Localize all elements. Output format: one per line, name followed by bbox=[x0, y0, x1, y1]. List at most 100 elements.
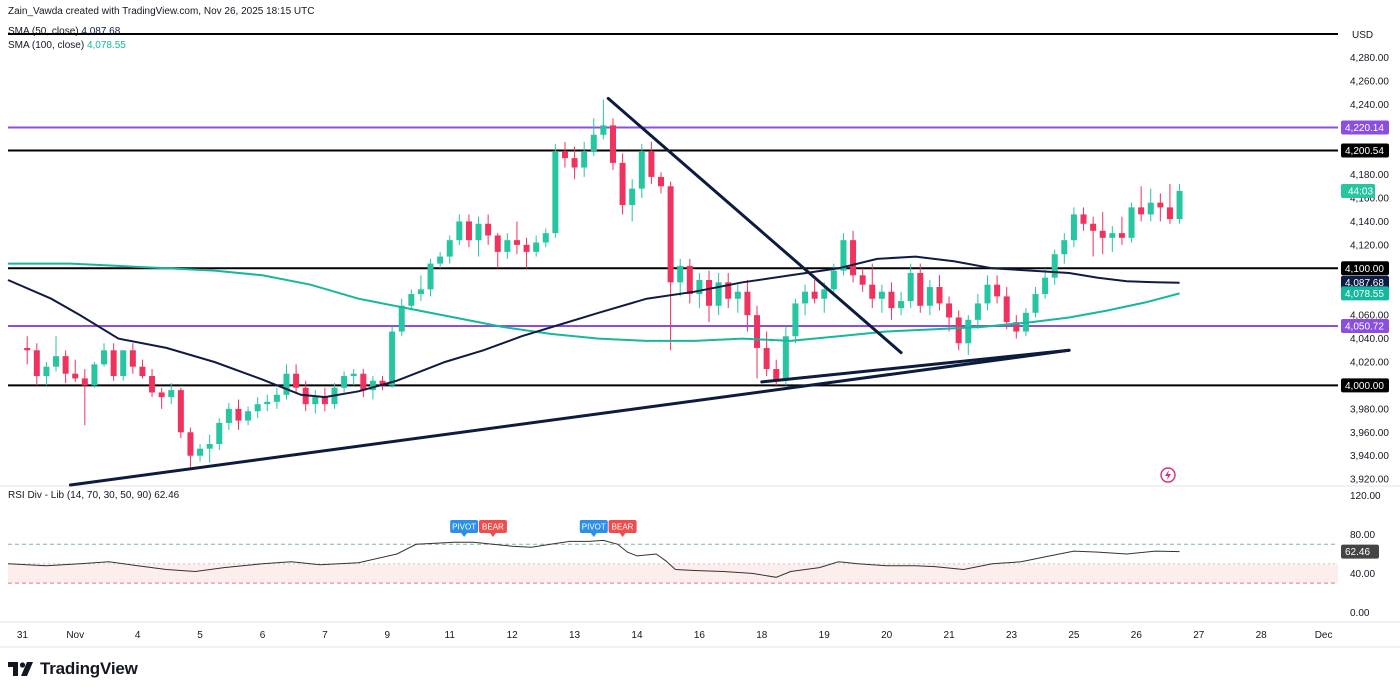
price-tag-label: 4,078.55 bbox=[1345, 289, 1384, 300]
candle bbox=[187, 427, 194, 468]
candle bbox=[235, 399, 242, 430]
candle-body bbox=[936, 287, 943, 304]
level-tag: 4,050.72 bbox=[1341, 319, 1389, 334]
candle-body bbox=[456, 221, 463, 241]
candle-body bbox=[33, 350, 40, 377]
candle-body bbox=[62, 356, 69, 374]
candle-body bbox=[907, 272, 914, 302]
candle bbox=[129, 343, 136, 374]
candle bbox=[513, 221, 520, 255]
candle-body bbox=[523, 244, 530, 252]
rsi-tick-label: 0.00 bbox=[1350, 608, 1370, 619]
candle-body bbox=[965, 319, 972, 344]
sma100-line bbox=[8, 262, 1180, 342]
price-tick-label: 4,060.00 bbox=[1350, 311, 1389, 322]
rsi-tick-label: 80.00 bbox=[1350, 530, 1375, 541]
time-tick-label: 9 bbox=[385, 630, 391, 641]
candle bbox=[91, 362, 98, 388]
sma100-legend[interactable]: SMA (100, close) 4,078.55 bbox=[8, 40, 126, 51]
candle-body bbox=[465, 221, 472, 241]
candle bbox=[744, 280, 751, 332]
candle bbox=[850, 230, 857, 283]
candle bbox=[53, 336, 60, 372]
badge-label: BEAR bbox=[612, 523, 634, 532]
candle-body bbox=[677, 265, 684, 283]
price-tick-label: 4,240.00 bbox=[1350, 100, 1389, 111]
sma50-legend[interactable]: SMA (50, close) 4,087.68 bbox=[8, 26, 120, 37]
candle bbox=[72, 359, 79, 382]
candle bbox=[139, 359, 146, 379]
candle bbox=[1061, 233, 1068, 264]
candle-body bbox=[1176, 190, 1183, 220]
candle bbox=[1032, 287, 1039, 318]
price-tick-label: 3,920.00 bbox=[1350, 475, 1389, 486]
sma50-price-tag: 4,087.68 bbox=[1341, 275, 1389, 290]
sma50-label: SMA (50, close) bbox=[8, 26, 79, 37]
rsi-value-tag: 62.46 bbox=[1341, 544, 1379, 559]
candle bbox=[686, 258, 693, 304]
candle-body bbox=[177, 390, 184, 433]
candle bbox=[1109, 226, 1116, 252]
rsi-legend[interactable]: RSI Div - Lib (14, 70, 30, 50, 90) 62.46 bbox=[8, 490, 179, 501]
candle-body bbox=[254, 404, 261, 412]
badge-pointer bbox=[461, 533, 468, 537]
candle bbox=[994, 275, 1001, 304]
candle-body bbox=[667, 186, 674, 283]
tradingview-logo-icon bbox=[8, 662, 33, 676]
candle bbox=[389, 326, 396, 388]
candle-body bbox=[619, 162, 626, 206]
candle bbox=[869, 263, 876, 309]
candle-body bbox=[168, 390, 175, 398]
candle bbox=[264, 394, 271, 412]
candle bbox=[974, 294, 981, 330]
candle bbox=[398, 298, 405, 337]
price-tag-label: 4,087.68 bbox=[1345, 278, 1384, 289]
candle bbox=[475, 216, 482, 257]
candle-body bbox=[101, 350, 108, 365]
candle bbox=[638, 144, 645, 198]
lightning-icon bbox=[1160, 467, 1176, 483]
candle bbox=[1147, 188, 1154, 222]
candle-body bbox=[158, 392, 165, 398]
candle bbox=[754, 305, 761, 379]
candle bbox=[494, 233, 501, 269]
candle-body bbox=[187, 432, 194, 456]
candle-body bbox=[321, 397, 328, 405]
time-tick-label: 11 bbox=[445, 630, 456, 641]
candle-body bbox=[369, 380, 376, 391]
tradingview-logo[interactable]: TradingView bbox=[8, 659, 138, 679]
badge-label: BEAR bbox=[482, 523, 504, 532]
time-tick-label: 31 bbox=[17, 630, 29, 641]
candle-body bbox=[715, 282, 722, 306]
candle-body bbox=[811, 291, 818, 299]
candle-body bbox=[427, 263, 434, 290]
lightning-circle bbox=[1160, 467, 1176, 483]
candle bbox=[907, 263, 914, 309]
candle-body bbox=[273, 394, 280, 402]
level-tag: 4,100.00 bbox=[1341, 261, 1389, 276]
badge-label: PIVOT bbox=[452, 523, 476, 532]
candle bbox=[321, 387, 328, 412]
candle bbox=[1157, 193, 1164, 222]
time-tick-label: Dec bbox=[1315, 630, 1333, 641]
time-tick-label: 6 bbox=[260, 630, 266, 641]
candle-body bbox=[1061, 240, 1068, 255]
candle-body bbox=[994, 284, 1001, 297]
candle-body bbox=[1128, 207, 1135, 238]
candle bbox=[350, 369, 357, 386]
candle bbox=[379, 376, 386, 391]
candle-body bbox=[830, 270, 837, 290]
time-tick-label: 14 bbox=[631, 630, 643, 641]
sma50-value: 4,087.68 bbox=[81, 26, 121, 37]
chart-misc bbox=[1160, 467, 1176, 483]
candle-body bbox=[312, 397, 319, 405]
candle bbox=[245, 406, 252, 426]
candle bbox=[149, 369, 156, 398]
candle-body bbox=[802, 291, 809, 304]
candle-body bbox=[706, 280, 713, 306]
candle-body bbox=[1109, 233, 1116, 238]
candle-body bbox=[1042, 277, 1049, 295]
candle-body bbox=[475, 223, 482, 241]
candle-body bbox=[840, 240, 847, 271]
